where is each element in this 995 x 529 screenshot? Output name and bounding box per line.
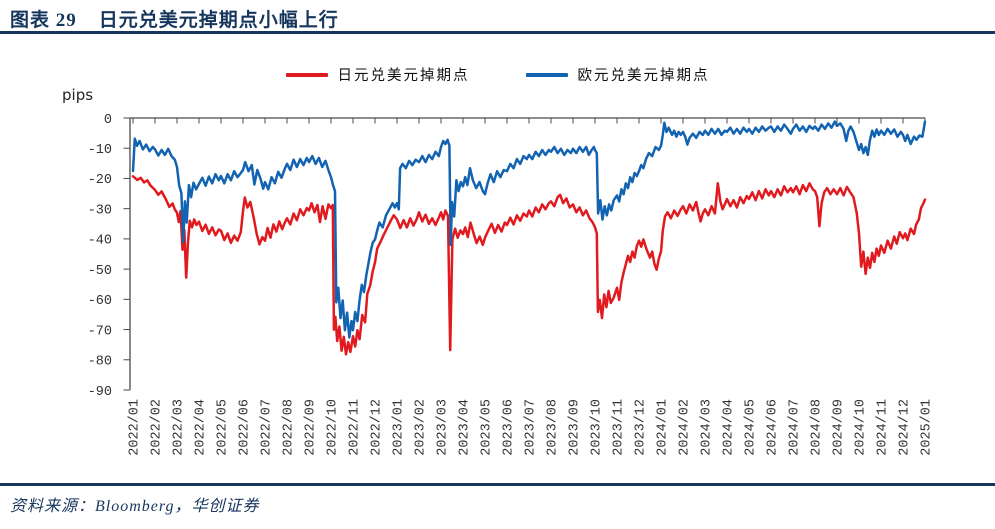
legend-label-jpy: 日元兑美元掉期点 [337, 68, 470, 84]
svg-text:2023/11: 2023/11 [612, 399, 627, 456]
y-axis-unit-label: pips [62, 86, 94, 104]
svg-text:2022/12: 2022/12 [370, 399, 385, 456]
svg-text:2025/01: 2025/01 [920, 399, 935, 456]
svg-text:2024/01: 2024/01 [656, 399, 671, 456]
svg-text:2023/02: 2023/02 [414, 399, 429, 456]
svg-text:2023/12: 2023/12 [634, 399, 649, 456]
svg-text:2023/10: 2023/10 [590, 399, 605, 456]
svg-text:0: 0 [104, 113, 112, 128]
source-name: Bloomberg [95, 498, 175, 515]
svg-text:2024/08: 2024/08 [810, 399, 825, 456]
svg-text:2024/03: 2024/03 [700, 399, 715, 456]
figure-title: 日元兑美元掉期点小幅上行 [99, 10, 339, 34]
legend-item-jpy: 日元兑美元掉期点 [285, 64, 470, 85]
svg-text:2022/03: 2022/03 [172, 399, 187, 456]
svg-text:-90: -90 [88, 385, 112, 400]
figure-number-label: 图表 29 [10, 10, 77, 31]
source-publisher: 华创证券 [191, 498, 260, 515]
legend-item-eur: 欧元兑美元掉期点 [525, 64, 710, 85]
eur-line-swatch [525, 72, 568, 77]
svg-text:2022/07: 2022/07 [260, 399, 275, 456]
jpy-line-swatch [285, 72, 328, 77]
source-separator: ， [174, 498, 192, 515]
svg-text:-10: -10 [88, 143, 112, 158]
svg-text:2023/04: 2023/04 [458, 399, 473, 456]
svg-text:2023/07: 2023/07 [524, 399, 539, 456]
footer-divider [0, 483, 995, 486]
header-divider [0, 31, 995, 34]
legend-label-eur: 欧元兑美元掉期点 [577, 68, 710, 84]
legend: 日元兑美元掉期点 欧元兑美元掉期点 [0, 64, 995, 85]
svg-text:2024/05: 2024/05 [744, 399, 759, 456]
source-note: 资料来源：Bloomberg，华创证券 [10, 492, 260, 516]
source-prefix: 资料来源： [10, 498, 96, 515]
svg-text:2023/09: 2023/09 [568, 399, 583, 456]
svg-text:2022/08: 2022/08 [282, 399, 297, 456]
svg-text:2022/01: 2022/01 [128, 399, 143, 456]
svg-text:2024/10: 2024/10 [854, 399, 869, 456]
svg-text:-80: -80 [88, 355, 112, 370]
svg-text:2022/09: 2022/09 [304, 399, 319, 456]
svg-text:-20: -20 [88, 173, 112, 188]
svg-text:-50: -50 [88, 264, 112, 279]
svg-text:2022/05: 2022/05 [216, 399, 231, 456]
figure-title-underlined: 掉期点小幅 [198, 10, 299, 34]
figure-title-pre: 日元兑美元 [98, 10, 199, 31]
svg-text:-40: -40 [88, 234, 112, 249]
svg-text:2023/01: 2023/01 [392, 399, 407, 456]
svg-text:-60: -60 [88, 294, 112, 309]
svg-text:2024/07: 2024/07 [788, 399, 803, 456]
svg-text:2022/04: 2022/04 [194, 399, 209, 456]
svg-text:2023/06: 2023/06 [502, 399, 517, 456]
svg-text:2022/02: 2022/02 [150, 399, 165, 456]
svg-text:2024/02: 2024/02 [678, 399, 693, 456]
svg-text:2022/11: 2022/11 [348, 399, 363, 456]
figure-title-post: 上行 [298, 10, 339, 31]
svg-text:2024/12: 2024/12 [898, 399, 913, 456]
svg-text:2024/09: 2024/09 [832, 399, 847, 456]
svg-text:2022/06: 2022/06 [238, 399, 253, 456]
svg-text:2023/05: 2023/05 [480, 399, 495, 456]
svg-text:2022/10: 2022/10 [326, 399, 341, 456]
svg-text:2024/11: 2024/11 [876, 399, 891, 456]
svg-text:-70: -70 [88, 324, 112, 339]
svg-text:-30: -30 [88, 203, 112, 218]
svg-text:2023/03: 2023/03 [436, 399, 451, 456]
svg-text:2023/08: 2023/08 [546, 399, 561, 456]
svg-text:2024/04: 2024/04 [722, 399, 737, 456]
figure-header: 图表 29 日元兑美元掉期点小幅上行 [10, 5, 339, 34]
svg-text:2024/06: 2024/06 [766, 399, 781, 456]
